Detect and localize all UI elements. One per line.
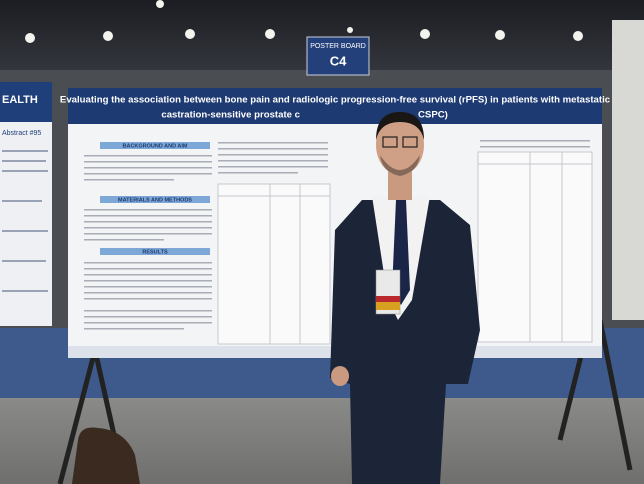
backpack xyxy=(72,427,140,484)
section-title: BACKGROUND AND AIM xyxy=(123,143,188,149)
left-poster-header xyxy=(0,82,52,122)
section-header xyxy=(100,196,210,203)
poster-title: Evaluating the association between bone … xyxy=(60,95,611,106)
poster-table xyxy=(217,151,593,345)
sign-label: POSTER BOARD xyxy=(310,43,366,50)
person xyxy=(330,112,480,484)
poster-title: CSPC) xyxy=(418,110,448,121)
sign-number: C4 xyxy=(330,53,347,68)
poster-header xyxy=(68,88,602,124)
section-title: MATERIALS AND METHODS xyxy=(118,197,192,203)
section-header xyxy=(100,142,210,149)
left-poster-title: EALTH xyxy=(2,94,38,106)
section-header xyxy=(100,248,210,255)
section-title: RESULTS xyxy=(142,249,168,255)
poster-body-text xyxy=(84,140,590,330)
ceiling-lights xyxy=(25,0,583,43)
poster-title: castration-sensitive prostate c xyxy=(161,110,300,121)
left-poster-abstract: Abstract #95 xyxy=(2,130,41,137)
left-poster-text xyxy=(2,150,48,292)
left-poster xyxy=(0,82,52,326)
poster-board-sign xyxy=(306,36,370,76)
wall-panel xyxy=(612,20,644,320)
